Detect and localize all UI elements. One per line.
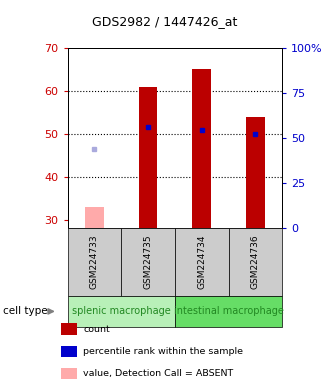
Bar bbox=[246, 117, 265, 228]
Text: value, Detection Call = ABSENT: value, Detection Call = ABSENT bbox=[83, 369, 234, 378]
Text: GSM224733: GSM224733 bbox=[90, 235, 99, 290]
Text: GDS2982 / 1447426_at: GDS2982 / 1447426_at bbox=[92, 15, 238, 28]
Text: GSM224734: GSM224734 bbox=[197, 235, 206, 289]
Text: GSM224736: GSM224736 bbox=[251, 235, 260, 290]
Text: GSM224735: GSM224735 bbox=[144, 235, 152, 290]
Text: percentile rank within the sample: percentile rank within the sample bbox=[83, 347, 244, 356]
Text: count: count bbox=[83, 324, 110, 334]
Text: intestinal macrophage: intestinal macrophage bbox=[174, 306, 283, 316]
Bar bbox=[139, 87, 157, 228]
Text: cell type: cell type bbox=[3, 306, 48, 316]
Text: splenic macrophage: splenic macrophage bbox=[72, 306, 171, 316]
Bar bbox=[192, 70, 211, 228]
Bar bbox=[85, 207, 104, 228]
